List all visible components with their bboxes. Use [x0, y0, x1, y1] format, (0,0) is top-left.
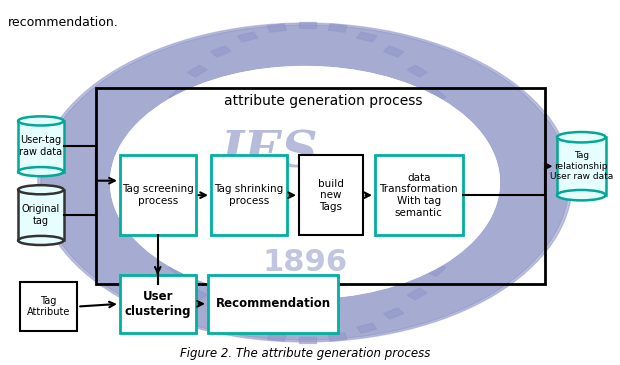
Bar [169, 89, 187, 101]
Bar [407, 288, 427, 300]
Bar [95, 88, 545, 284]
Bar [120, 275, 196, 333]
Bar [155, 237, 172, 249]
Bar [384, 46, 404, 57]
Bar [453, 208, 467, 219]
Bar [453, 146, 467, 157]
Bar [458, 177, 468, 188]
Bar [148, 146, 162, 157]
Ellipse shape [18, 167, 64, 176]
Circle shape [38, 23, 572, 342]
Ellipse shape [557, 132, 606, 142]
Text: User-tag
raw data: User-tag raw data [19, 135, 63, 157]
Text: attribute generation process: attribute generation process [224, 94, 422, 108]
Bar [187, 288, 207, 300]
Bar [238, 323, 258, 333]
Text: data
Transformation
With tag
semantic: data Transformation With tag semantic [379, 173, 458, 218]
Text: IES: IES [219, 129, 317, 178]
Bar [299, 22, 316, 28]
Bar [18, 190, 64, 241]
Bar [427, 264, 446, 276]
Ellipse shape [18, 236, 64, 245]
Ellipse shape [557, 190, 606, 200]
Bar [169, 264, 187, 276]
Bar [356, 323, 377, 333]
Circle shape [111, 66, 499, 299]
Bar [120, 155, 196, 235]
Bar [211, 155, 287, 235]
Text: Tag screening
process: Tag screening process [122, 184, 193, 206]
Bar [20, 282, 78, 331]
Circle shape [41, 25, 569, 340]
Bar [155, 116, 172, 128]
Bar [443, 116, 459, 128]
Text: build
new
Tags: build new Tags [318, 178, 343, 212]
Bar [328, 333, 347, 341]
Text: Recommendation: Recommendation [216, 297, 330, 310]
Bar [356, 32, 377, 42]
Text: Tag shrinking
process: Tag shrinking process [214, 184, 283, 206]
Bar [407, 65, 427, 77]
Ellipse shape [18, 116, 64, 126]
Bar [187, 65, 207, 77]
Bar [427, 89, 446, 101]
Text: Original
tag: Original tag [22, 204, 60, 226]
Bar [443, 237, 459, 249]
Ellipse shape [18, 185, 64, 194]
Text: User
clustering: User clustering [125, 290, 191, 318]
Bar [148, 208, 162, 219]
Bar [299, 155, 363, 235]
Text: Tag
relationship
User raw data: Tag relationship User raw data [550, 151, 613, 181]
Bar [211, 308, 231, 319]
Text: recommendation.: recommendation. [7, 16, 118, 29]
Bar [328, 24, 347, 32]
Circle shape [111, 66, 499, 299]
Text: 1896: 1896 [262, 248, 348, 277]
Bar [267, 24, 286, 32]
Bar [208, 275, 339, 333]
Bar [211, 46, 231, 57]
Bar [375, 155, 463, 235]
Bar [267, 333, 286, 341]
Bar [18, 121, 64, 172]
Text: Tag
Attribute: Tag Attribute [27, 296, 70, 317]
Bar [557, 137, 606, 195]
Bar [146, 177, 157, 188]
Bar [384, 308, 404, 319]
Bar [299, 337, 316, 343]
Bar [238, 32, 258, 42]
Text: Figure 2. The attribute generation process: Figure 2. The attribute generation proce… [180, 347, 430, 360]
